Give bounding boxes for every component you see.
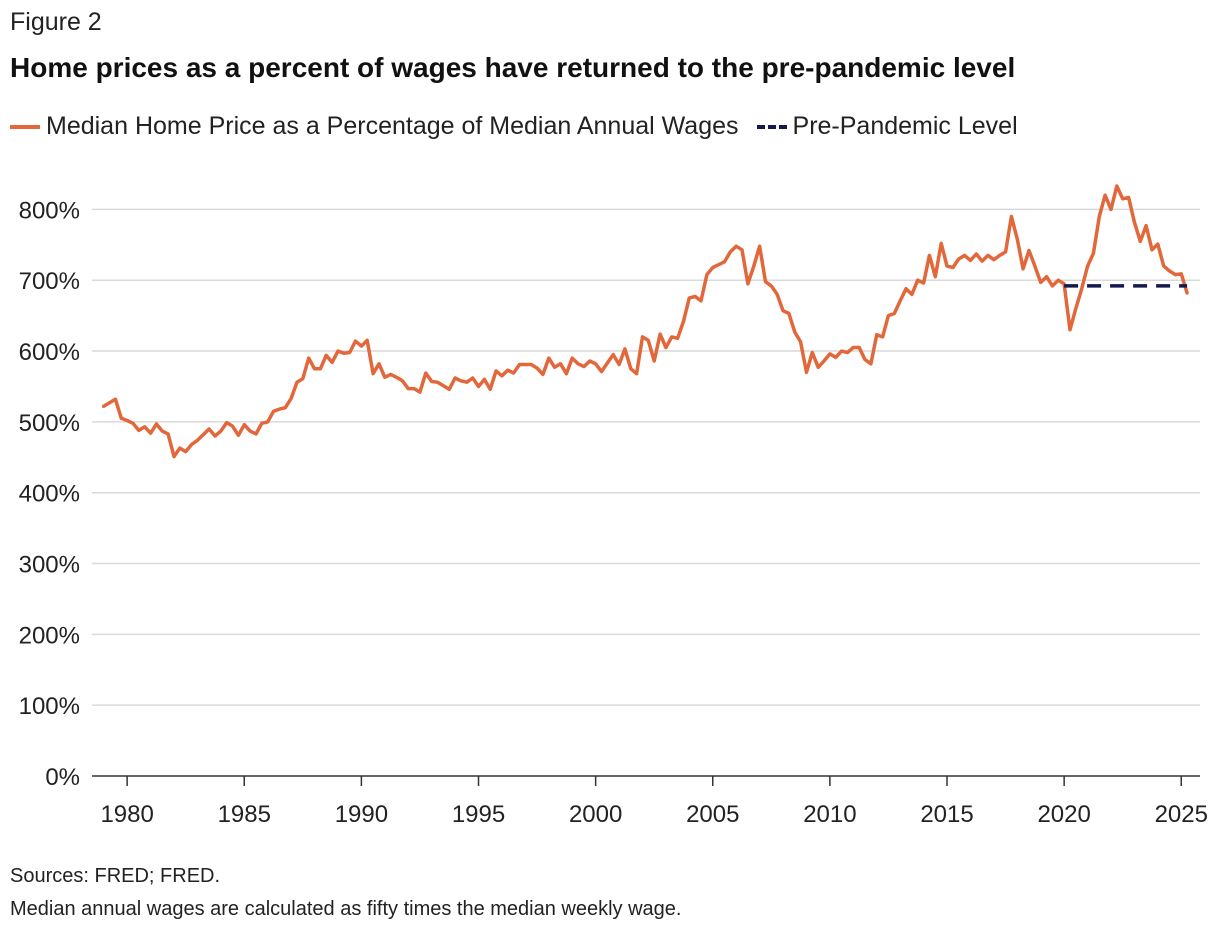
y-tick-label-600: 600% [19,339,80,366]
x-tick-label-2015: 2015 [920,801,973,828]
legend-label-home-price: Median Home Price as a Percentage of Med… [46,112,739,140]
legend-item-pre-pandemic: Pre-Pandemic Level [756,112,1018,141]
legend-item-home-price: Median Home Price as a Percentage of Med… [10,112,739,141]
x-tick-label-2010: 2010 [803,801,856,828]
y-tick-label-700: 700% [19,268,80,295]
series-line-home-price [101,184,1189,459]
y-tick-label-100: 100% [19,693,80,720]
y-tick-label-400: 400% [19,481,80,508]
method-note: Median annual wages are calculated as fi… [10,898,682,920]
legend-label-pre-pandemic: Pre-Pandemic Level [792,112,1018,140]
x-tick-label-2005: 2005 [686,801,739,828]
x-tick-label-1995: 1995 [452,801,505,828]
legend: Median Home Price as a Percentage of Med… [10,112,1036,141]
x-tick-label-1990: 1990 [335,801,388,828]
legend-swatch-home-price [10,124,40,129]
y-tick-label-0: 0% [45,764,80,791]
figure-label: Figure 2 [10,8,102,36]
x-tick-label-1980: 1980 [100,801,153,828]
chart-title: Home prices as a percent of wages have r… [10,52,1016,83]
y-tick-label-200: 200% [19,622,80,649]
y-tick-label-300: 300% [19,552,80,579]
x-tick-label-2000: 2000 [569,801,622,828]
x-tick-label-1985: 1985 [218,801,271,828]
y-tick-label-800: 800% [19,197,80,224]
x-tick-label-2025: 2025 [1155,801,1208,828]
source-note: Sources: FRED; FRED. [10,865,221,887]
line-chart: 0% 100% 200% 300% 400% 500% 600% 700% 800% 1980 19… [19,184,1208,828]
y-tick-label-500: 500% [19,410,80,437]
legend-swatch-pre-pandemic [756,124,787,129]
x-tick-label-2020: 2020 [1037,801,1090,828]
